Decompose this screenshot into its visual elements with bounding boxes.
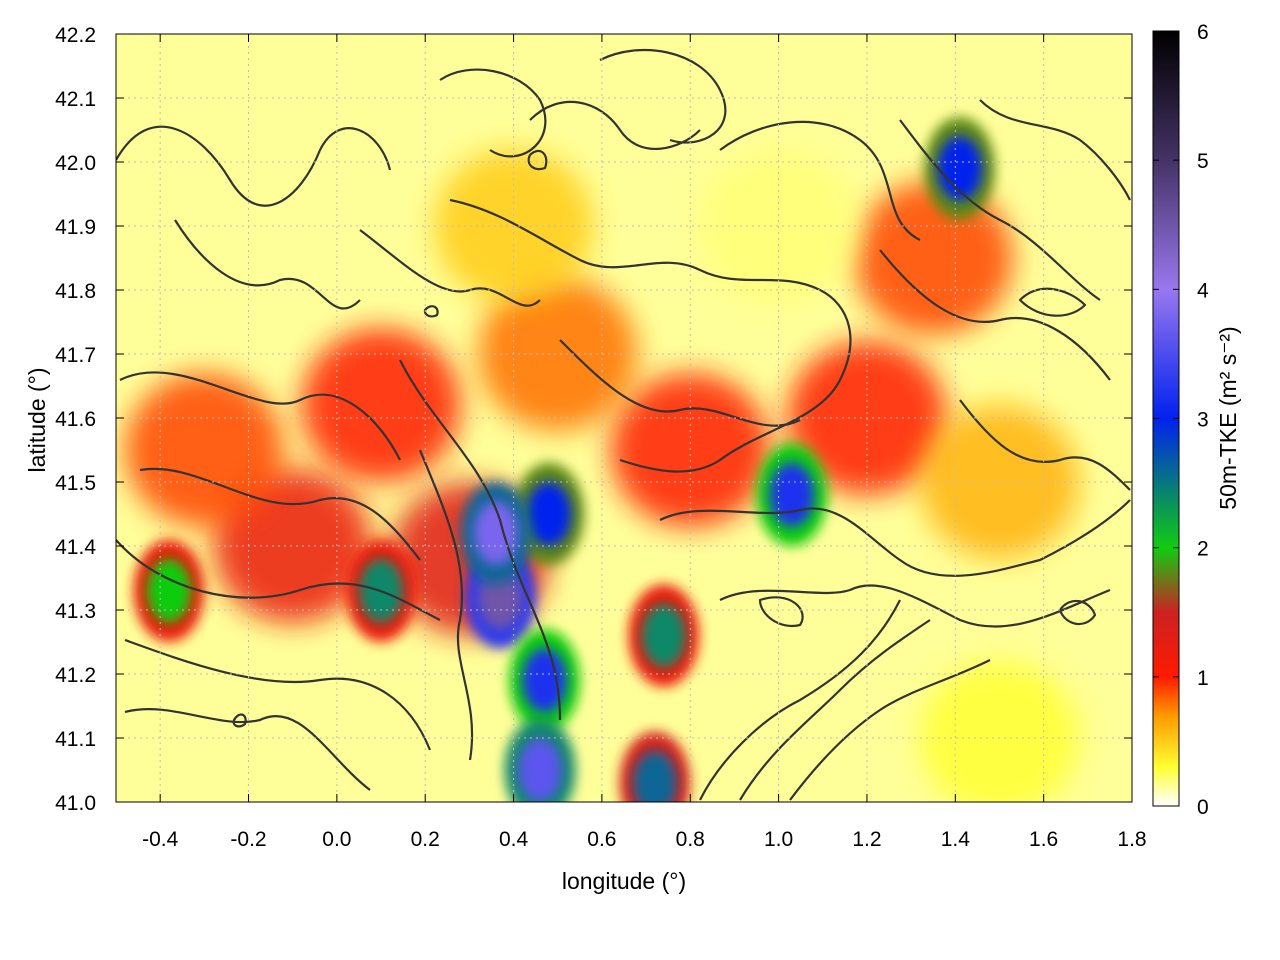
tick-marks	[116, 33, 1133, 803]
colorbar-tick-label: 2	[1197, 538, 1209, 561]
contour-line	[1018, 287, 1087, 317]
x-tick-label: -0.4	[142, 828, 179, 851]
x-tick-label: 1.2	[852, 828, 881, 851]
y-tick-label: 41.0	[55, 792, 96, 815]
contour-line	[116, 125, 392, 207]
y-tick-label: 42.1	[55, 88, 96, 111]
contour-line	[527, 149, 548, 171]
contour-line	[529, 100, 701, 151]
contour-line	[699, 599, 901, 801]
contour-line	[559, 339, 801, 427]
y-tick-label: 41.3	[55, 600, 96, 623]
contour-line	[739, 619, 931, 801]
tke-field	[124, 117, 1079, 802]
contour-line	[959, 399, 1131, 491]
y-tick-label: 41.4	[55, 536, 96, 559]
contour-line	[719, 584, 1111, 628]
contour-line	[174, 219, 361, 310]
colorbar-tick-label: 4	[1197, 279, 1209, 302]
x-tick-label: 0.4	[499, 828, 529, 851]
colorbar-ticks: 0 1 2 3 4 5 6	[1153, 21, 1209, 819]
contour-line	[899, 119, 1101, 301]
x-axis-title: longitude (°)	[562, 868, 686, 894]
y-tick-label: 42.2	[55, 24, 96, 47]
contour-line	[399, 359, 562, 721]
contour-line	[719, 120, 921, 241]
contour-line	[124, 638, 432, 751]
x-tick-label: 0.0	[322, 828, 351, 851]
tke-hotspot	[473, 501, 518, 566]
colorbar: 0 1 2 3 4 5 6 50m-TKE (m² s⁻²)	[1152, 21, 1241, 819]
colorbar-tick-label: 0	[1197, 796, 1209, 819]
tke-hotspot	[937, 136, 982, 201]
contour-line	[423, 305, 439, 318]
y-tick-label: 41.2	[55, 664, 96, 687]
y-tick-labels: 41.0 41.1 41.2 41.3 41.4 41.5 41.6 41.7 41.8 41.9…	[55, 24, 96, 815]
contour-line	[879, 249, 1111, 381]
tke-hotspot	[526, 482, 571, 546]
tke-hotspot	[641, 603, 686, 668]
y-axis-title: latitude (°)	[24, 367, 50, 472]
contour-line	[1058, 599, 1097, 626]
x-tick-label: -0.2	[230, 828, 266, 851]
tke-region	[610, 373, 770, 527]
contour-line	[124, 708, 371, 791]
x-tick-labels: -0.4 -0.2 0.0 0.2 0.4 0.6 0.8 1.0 1.2 1.4 1.6 1.8	[142, 828, 1147, 851]
x-tick-label: 1.4	[941, 828, 971, 851]
tke-region	[919, 661, 1079, 802]
colorbar-tick-label: 1	[1197, 667, 1209, 690]
contour-line	[789, 659, 991, 801]
contour-line	[119, 371, 401, 461]
x-tick-label: 1.0	[764, 828, 793, 851]
contour-line	[418, 449, 474, 761]
colorbar-tick-label: 3	[1197, 409, 1209, 432]
tke-region	[124, 373, 284, 527]
contour-line	[758, 596, 804, 628]
tke-hotspot	[146, 558, 192, 623]
contour-line	[439, 68, 547, 158]
y-tick-label: 41.1	[55, 728, 96, 751]
contour-line	[359, 229, 541, 307]
tke-hotspot	[522, 648, 567, 713]
y-tick-label: 41.9	[55, 216, 96, 239]
tke-region	[478, 277, 638, 431]
tke-hotspot	[632, 750, 678, 802]
contour-line	[139, 467, 421, 561]
y-tick-label: 42.0	[55, 152, 96, 175]
x-tick-label: 0.8	[676, 828, 705, 851]
x-tick-label: 1.8	[1117, 828, 1146, 851]
tke-hotspot	[769, 462, 814, 527]
plot-area	[115, 33, 1133, 803]
x-tick-label: 1.6	[1029, 828, 1058, 851]
contour-line	[232, 713, 247, 728]
colorbar-title: 50m-TKE (m² s⁻²)	[1215, 326, 1241, 509]
tke-region	[301, 328, 461, 483]
y-tick-label: 41.8	[55, 280, 96, 303]
colorbar-tick-label: 6	[1197, 21, 1209, 44]
contour-line	[116, 539, 441, 621]
grid	[116, 34, 1132, 802]
y-tick-label: 41.5	[55, 472, 96, 495]
tke-region	[853, 181, 1013, 335]
tke-hotspot	[517, 738, 563, 802]
x-tick-label: 0.6	[587, 828, 616, 851]
x-tick-label: 0.2	[411, 828, 440, 851]
colorbar-tick-label: 5	[1197, 150, 1209, 173]
y-tick-label: 41.7	[55, 344, 96, 367]
contour-line	[599, 48, 727, 144]
y-tick-label: 41.6	[55, 408, 96, 431]
contour-line	[979, 99, 1131, 201]
